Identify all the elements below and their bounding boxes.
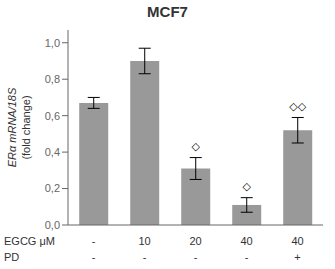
html-text:MCF7: MCF7 — [147, 3, 188, 20]
svg-text:-: - — [143, 251, 147, 263]
svg-text:◇: ◇ — [191, 140, 200, 152]
svg-text:-: - — [245, 251, 249, 263]
svg-text:-: - — [194, 251, 198, 263]
svg-text:20: 20 — [189, 235, 201, 247]
svg-text:+: + — [294, 251, 300, 263]
svg-text:0,8: 0,8 — [45, 73, 60, 85]
svg-text:0,0: 0,0 — [45, 219, 60, 231]
svg-text:-: - — [92, 251, 96, 263]
svg-text:10: 10 — [138, 235, 150, 247]
svg-text:1,0: 1,0 — [45, 37, 60, 49]
svg-text:PD: PD — [8, 251, 19, 263]
svg-text:0,6: 0,6 — [45, 110, 60, 122]
svg-text:◇: ◇ — [242, 180, 251, 192]
svg-text:◇◇: ◇◇ — [289, 100, 306, 112]
svg-text:40: 40 — [240, 235, 252, 247]
svg-text:ERα mRNA/18S: ERα mRNA/18S — [8, 87, 18, 167]
svg-text:0,4: 0,4 — [45, 146, 60, 158]
svg-text:(fold change): (fold change) — [20, 95, 32, 159]
svg-text:-: - — [92, 235, 96, 247]
svg-text:EGCG μM: EGCG μM — [8, 235, 55, 247]
svg-text:40: 40 — [291, 235, 303, 247]
svg-text:0,2: 0,2 — [45, 182, 60, 194]
